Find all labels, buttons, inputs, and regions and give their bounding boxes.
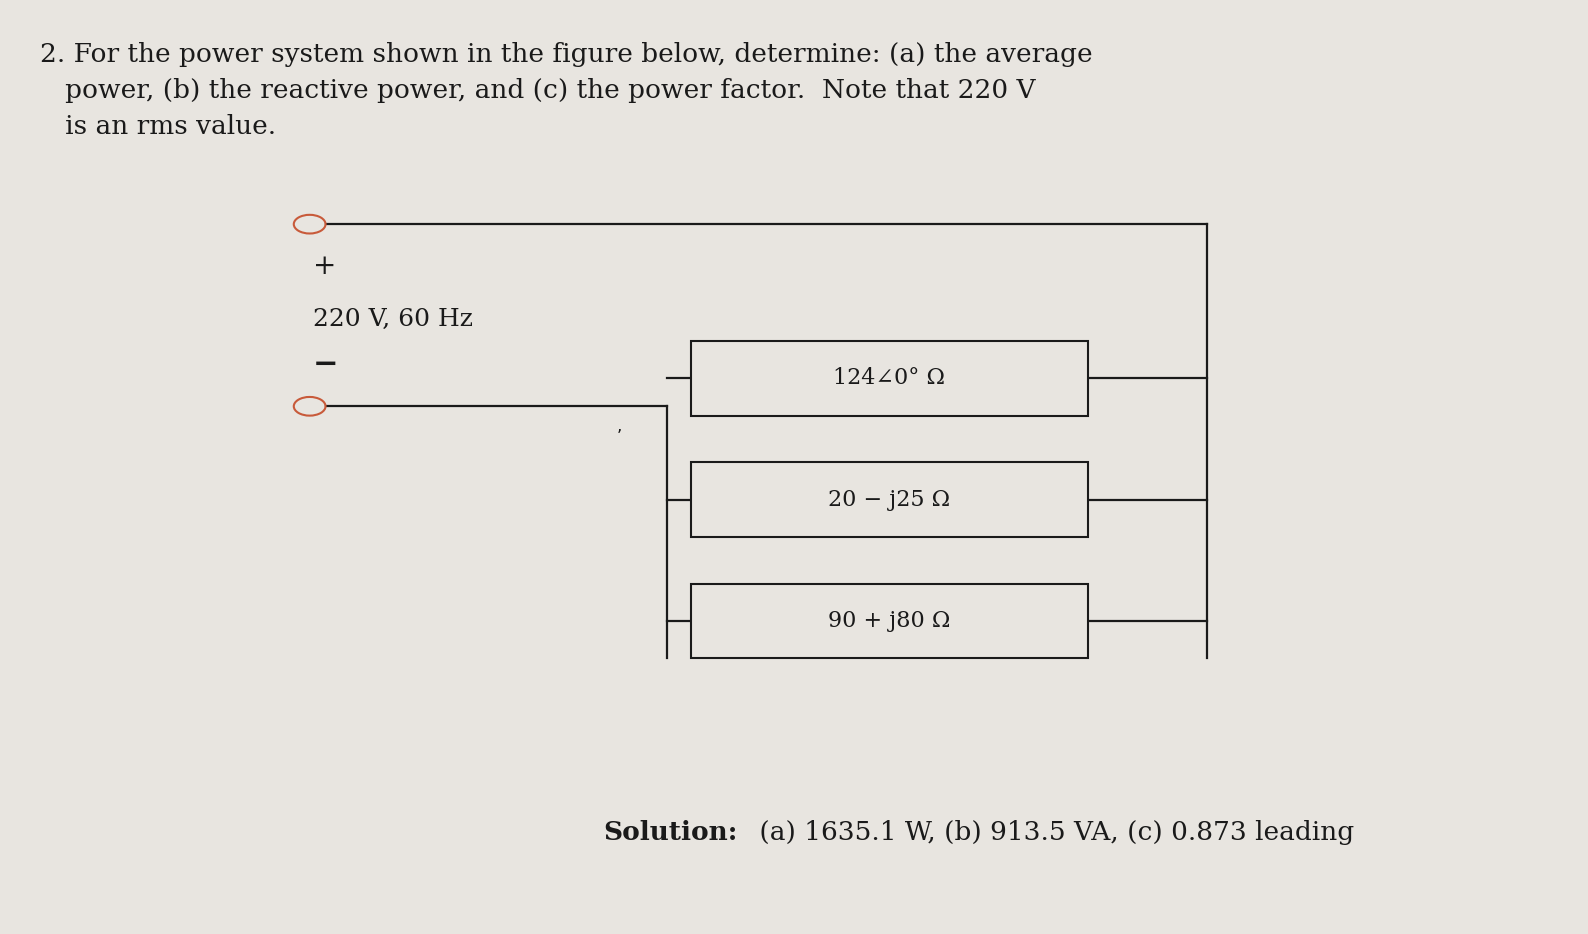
Text: 2. For the power system shown in the figure below, determine: (a) the average
  : 2. For the power system shown in the fig…	[40, 42, 1093, 139]
Text: 124∠0° Ω: 124∠0° Ω	[834, 367, 945, 389]
Text: ,: ,	[616, 417, 622, 435]
Text: 20 − j25 Ω: 20 − j25 Ω	[829, 488, 950, 511]
FancyBboxPatch shape	[691, 462, 1088, 537]
FancyBboxPatch shape	[691, 341, 1088, 416]
Text: 220 V, 60 Hz: 220 V, 60 Hz	[313, 308, 473, 332]
FancyBboxPatch shape	[691, 584, 1088, 658]
Text: +: +	[313, 253, 337, 279]
Text: (a) 1635.1 W, (b) 913.5 VA, (c) 0.873 leading: (a) 1635.1 W, (b) 913.5 VA, (c) 0.873 le…	[751, 820, 1355, 845]
Text: −: −	[313, 348, 338, 380]
Text: 90 + j80 Ω: 90 + j80 Ω	[827, 610, 951, 632]
Text: Solution:: Solution:	[603, 820, 738, 845]
